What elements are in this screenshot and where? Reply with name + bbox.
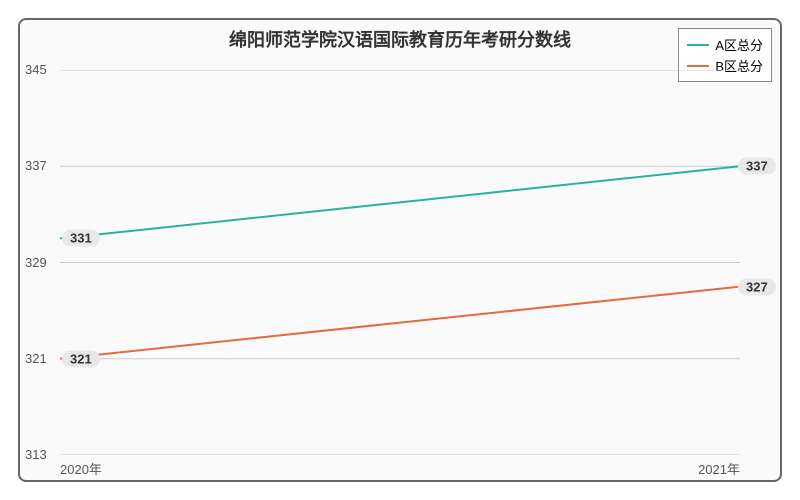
point-label: 331 xyxy=(62,230,100,247)
plot-svg xyxy=(60,70,740,455)
point-label: 327 xyxy=(738,278,776,295)
y-tick-label: 345 xyxy=(25,62,47,77)
chart-container: 绵阳师范学院汉语国际教育历年考研分数线 A区总分B区总分 31332132933… xyxy=(0,0,800,500)
y-tick-label: 329 xyxy=(25,255,47,270)
legend-swatch xyxy=(687,65,709,67)
legend-item: A区总分 xyxy=(687,35,763,54)
legend-swatch xyxy=(687,44,709,46)
y-tick-label: 337 xyxy=(25,158,47,173)
y-tick-label: 321 xyxy=(25,351,47,366)
legend-label: A区总分 xyxy=(715,35,763,54)
point-label: 321 xyxy=(62,350,100,367)
y-tick-label: 313 xyxy=(25,447,47,462)
x-tick-label: 2020年 xyxy=(60,459,102,478)
plot-area xyxy=(60,70,740,455)
x-tick-label: 2021年 xyxy=(698,459,740,478)
point-label: 337 xyxy=(738,158,776,175)
